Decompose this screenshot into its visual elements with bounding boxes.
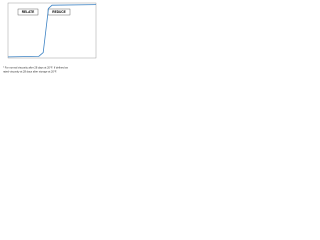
annotation: RELATE [22, 10, 35, 14]
annotation: REDUCE [52, 10, 65, 14]
annotation-box [17, 8, 39, 16]
caption: * For normal viscosity after 28 days at … [3, 66, 69, 70]
chart: RELATE REDUCE * For normal viscosity aft… [3, 2, 97, 74]
data-line [7, 4, 97, 58]
caption: rated viscosity at 28 days after storage… [3, 70, 57, 74]
